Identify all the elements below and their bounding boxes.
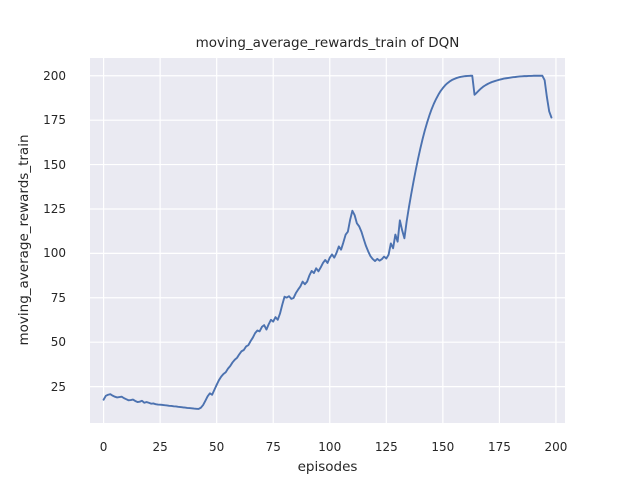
x-axis-ticks: 0 25 50 75 100 125 150 175 200 bbox=[90, 440, 568, 456]
x-axis-label: episodes bbox=[297, 459, 358, 475]
y-tick-label: 100 bbox=[43, 246, 66, 261]
y-tick-label: 75 bbox=[50, 290, 66, 305]
y-tick-label: 50 bbox=[50, 335, 66, 350]
x-tick-label: 100 bbox=[318, 440, 342, 454]
x-tick-label: 125 bbox=[374, 440, 398, 454]
x-tick-label: 25 bbox=[152, 440, 168, 454]
y-tick-label: 150 bbox=[43, 157, 66, 172]
y-tick-label: 25 bbox=[50, 379, 66, 394]
y-tick-label: 125 bbox=[43, 201, 66, 216]
y-tick-label: 175 bbox=[43, 113, 66, 128]
x-tick-label: 50 bbox=[209, 440, 225, 454]
x-tick-label: 150 bbox=[431, 440, 455, 454]
y-tick-label: 200 bbox=[43, 68, 66, 83]
plot-area-wrap bbox=[90, 58, 565, 423]
plot-area bbox=[90, 58, 565, 423]
x-tick-label: 200 bbox=[544, 440, 568, 454]
chart-title: moving_average_rewards_train of DQN bbox=[195, 35, 460, 51]
x-tick-label: 75 bbox=[265, 440, 281, 454]
y-axis-label: moving_average_rewards_train bbox=[16, 134, 32, 346]
x-tick-label: 175 bbox=[487, 440, 511, 454]
y-axis-ticks: 25 50 75 100 125 150 175 200 bbox=[26, 58, 66, 423]
series-line bbox=[102, 74, 553, 410]
x-tick-label: 0 bbox=[99, 440, 108, 454]
